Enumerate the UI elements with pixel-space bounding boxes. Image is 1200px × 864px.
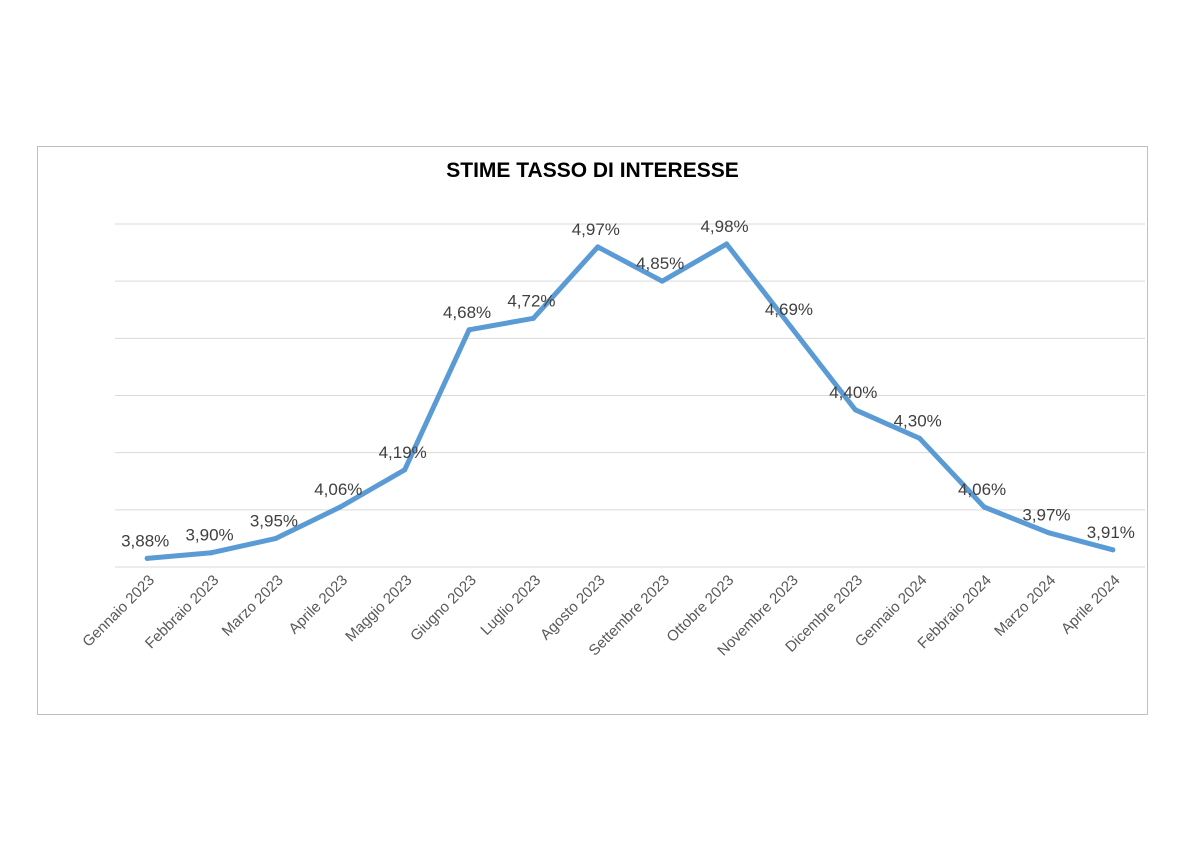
data-label: 4,69%	[765, 300, 813, 319]
data-point	[402, 467, 408, 473]
chart-frame: STIME TASSO DI INTERESSE 3,88% 3,90% 3,95%…	[37, 146, 1148, 715]
chart-title: STIME TASSO DI INTERESSE	[446, 159, 739, 182]
data-point	[917, 435, 923, 441]
data-label: 4,72%	[507, 291, 555, 310]
data-point	[209, 550, 215, 556]
line-chart: 3,88% 3,90% 3,95% 4,06% 4,19% 4,68% 4,72% 4,97%…	[79, 217, 1145, 659]
x-tick-label: Agosto 2023	[537, 572, 609, 644]
data-point	[466, 327, 472, 333]
data-point	[273, 535, 279, 541]
data-label: 4,06%	[314, 480, 362, 499]
data-label: 4,97%	[572, 220, 620, 239]
data-point	[337, 504, 343, 510]
data-label: 4,85%	[636, 254, 684, 273]
data-point	[144, 555, 150, 561]
data-label: 3,95%	[250, 511, 298, 530]
x-tick-label: Marzo 2023	[219, 572, 287, 640]
series-line	[144, 241, 1116, 561]
data-label: 3,90%	[185, 526, 233, 545]
data-point	[724, 241, 730, 247]
data-point	[530, 315, 536, 321]
data-label: 4,06%	[958, 480, 1006, 499]
data-label: 4,68%	[443, 303, 491, 322]
data-point	[788, 324, 794, 330]
data-label: 4,19%	[379, 443, 427, 462]
x-tick-label: Aprile 2023	[285, 572, 351, 638]
x-tick-label: Luglio 2023	[477, 572, 544, 639]
x-tick-label: Maggio 2023	[342, 572, 415, 645]
data-point	[595, 244, 601, 250]
data-point	[981, 504, 987, 510]
data-label: 3,97%	[1022, 506, 1070, 525]
x-tick-label: Giugno 2023	[407, 572, 480, 645]
data-point	[1110, 547, 1116, 553]
data-label: 4,40%	[829, 383, 877, 402]
data-point	[659, 278, 665, 284]
data-label: 3,88%	[121, 531, 169, 550]
data-label: 4,98%	[700, 217, 748, 236]
data-point	[852, 407, 858, 413]
data-label: 3,91%	[1087, 523, 1135, 542]
data-point	[1045, 530, 1051, 536]
x-tick-label: Marzo 2024	[991, 572, 1059, 640]
x-tick-label: Aprile 2024	[1058, 572, 1124, 638]
data-label: 4,30%	[894, 411, 942, 430]
